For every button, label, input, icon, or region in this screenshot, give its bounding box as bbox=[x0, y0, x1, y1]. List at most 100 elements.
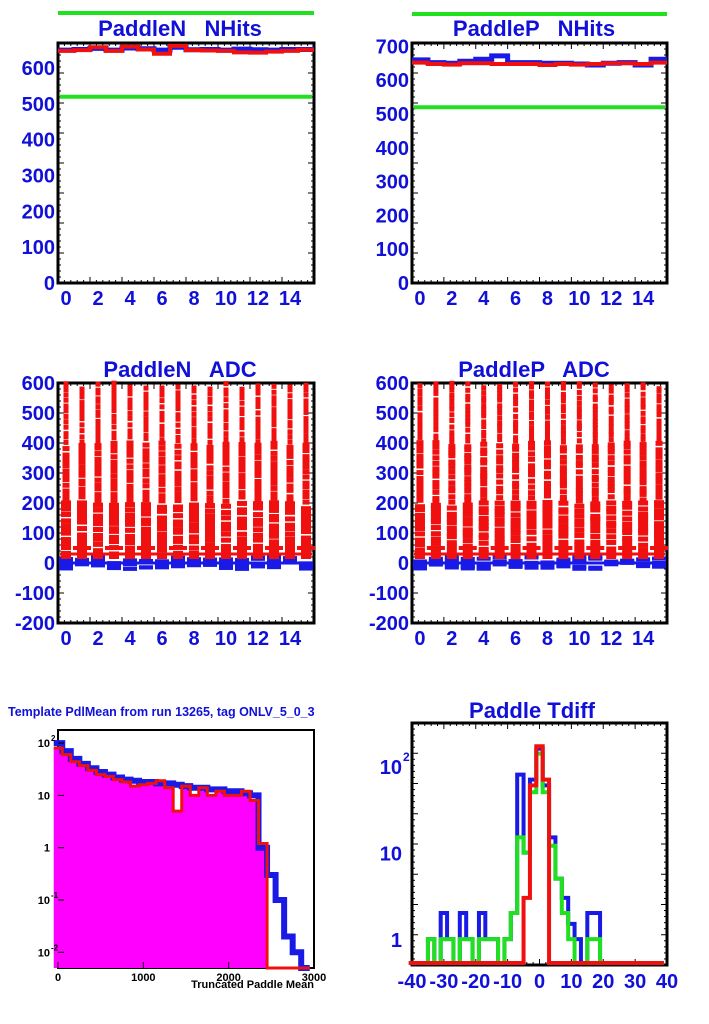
adc-mark bbox=[158, 481, 166, 487]
adc-mark bbox=[512, 465, 520, 471]
adc-mark bbox=[591, 448, 599, 454]
adc-mark bbox=[158, 474, 166, 480]
adc-mark bbox=[253, 501, 263, 507]
adc-mark bbox=[143, 435, 149, 441]
adc-mark bbox=[174, 481, 182, 487]
adc-mark bbox=[624, 387, 630, 393]
adc-mark bbox=[607, 466, 615, 472]
adc-mark bbox=[480, 441, 488, 447]
adc-mark bbox=[494, 536, 505, 542]
pedestal-mark bbox=[203, 558, 217, 563]
adc-mark bbox=[269, 533, 279, 539]
adc-mark bbox=[624, 405, 630, 411]
adc-mark bbox=[126, 486, 134, 492]
adc-mark bbox=[543, 440, 551, 446]
adc-mark bbox=[574, 518, 585, 524]
x-axis-label: Truncated Paddle Mean bbox=[191, 979, 314, 991]
adc-mark bbox=[189, 513, 199, 519]
adc-mark bbox=[510, 535, 521, 541]
adc-mark bbox=[191, 400, 197, 406]
adc-mark bbox=[270, 474, 278, 480]
adc-mark bbox=[253, 546, 263, 552]
adc-mark bbox=[433, 418, 439, 424]
adc-mark bbox=[191, 417, 197, 423]
adc-mark bbox=[494, 532, 505, 538]
adc-mark bbox=[62, 472, 70, 478]
adc-mark bbox=[655, 487, 663, 493]
adc-mark bbox=[560, 391, 566, 397]
adc-mark bbox=[624, 430, 630, 436]
adc-mark bbox=[528, 495, 536, 501]
adc-mark bbox=[126, 440, 134, 446]
adc-mark bbox=[95, 409, 101, 415]
adc-mark bbox=[655, 447, 663, 453]
adc-mark bbox=[285, 509, 295, 515]
adc-mark bbox=[574, 522, 585, 528]
adc-mark bbox=[175, 422, 181, 428]
adc-mark bbox=[269, 529, 279, 535]
adc-mark bbox=[94, 462, 102, 468]
y-tick-label: 10 bbox=[380, 844, 402, 866]
adc-mark bbox=[93, 507, 103, 513]
adc-mark bbox=[254, 468, 262, 474]
adc-mark bbox=[414, 537, 425, 543]
adc-mark bbox=[496, 455, 504, 461]
adc-mark bbox=[430, 536, 441, 542]
adc-mark bbox=[510, 506, 521, 512]
adc-mark bbox=[285, 540, 295, 546]
adc-mark bbox=[127, 388, 133, 394]
adc-mark bbox=[494, 517, 505, 523]
adc-mark bbox=[285, 544, 295, 550]
adc-mark bbox=[607, 442, 615, 448]
adc-mark bbox=[542, 554, 553, 559]
pedestal-mark bbox=[636, 557, 651, 562]
adc-mark bbox=[559, 448, 567, 454]
adc-mark bbox=[93, 532, 103, 538]
pedestal-mark bbox=[267, 565, 281, 570]
adc-mark bbox=[255, 403, 261, 409]
adc-mark bbox=[542, 500, 553, 506]
adc-mark bbox=[126, 448, 134, 454]
adc-mark bbox=[109, 516, 119, 522]
adc-mark bbox=[465, 427, 471, 433]
adc-mark bbox=[286, 497, 294, 503]
adc-mark bbox=[110, 495, 118, 501]
adc-mark bbox=[590, 501, 601, 507]
adc-mark bbox=[63, 431, 69, 437]
adc-mark bbox=[255, 416, 261, 422]
adc-mark bbox=[269, 507, 279, 513]
adc-mark bbox=[303, 428, 309, 434]
adc-mark bbox=[590, 533, 601, 539]
adc-mark bbox=[286, 465, 294, 471]
adc-mark bbox=[159, 385, 165, 391]
adc-mark bbox=[591, 487, 599, 493]
adc-mark bbox=[125, 548, 135, 554]
adc-mark bbox=[173, 535, 183, 541]
adc-mark bbox=[462, 507, 473, 513]
adc-mark bbox=[109, 539, 119, 545]
adc-mark bbox=[480, 451, 488, 457]
adc-mark bbox=[513, 413, 519, 419]
adc-mark bbox=[157, 542, 167, 548]
adc-mark bbox=[512, 474, 520, 480]
adc-mark bbox=[542, 539, 553, 545]
adc-mark bbox=[221, 554, 231, 559]
adc-mark bbox=[592, 439, 598, 445]
adc-mark bbox=[302, 442, 310, 448]
adc-mark bbox=[430, 540, 441, 546]
adc-mark bbox=[127, 422, 133, 428]
adc-mark bbox=[655, 484, 663, 490]
adc-mark bbox=[640, 428, 646, 434]
adc-mark bbox=[528, 440, 536, 446]
adc-mark bbox=[206, 452, 214, 458]
pedestal-mark bbox=[652, 564, 667, 569]
adc-mark bbox=[464, 467, 472, 473]
adc-mark bbox=[510, 554, 521, 559]
adc-mark bbox=[223, 391, 229, 397]
adc-mark bbox=[109, 534, 119, 540]
pedestal-mark bbox=[444, 558, 459, 563]
adc-mark bbox=[510, 530, 521, 536]
adc-mark bbox=[253, 543, 263, 549]
adc-mark bbox=[638, 511, 649, 517]
adc-mark bbox=[416, 470, 424, 476]
